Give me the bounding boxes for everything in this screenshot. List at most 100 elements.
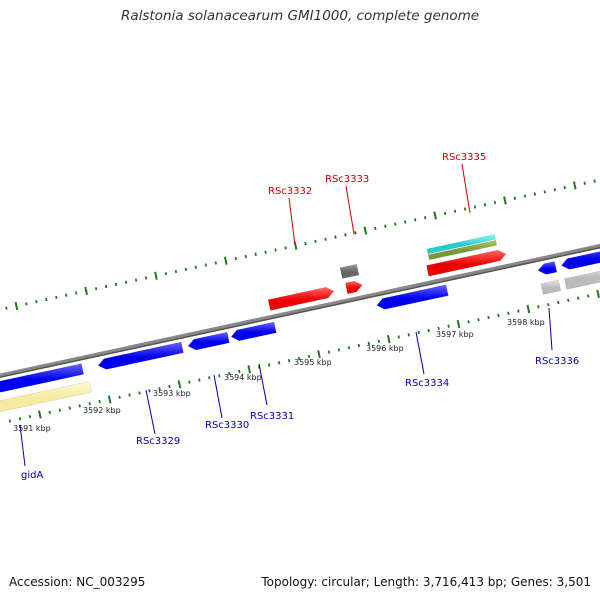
tick-upper	[473, 205, 477, 209]
tick-upper	[553, 188, 556, 192]
kbp-label: 3598 kbp	[507, 318, 545, 327]
tick-lower	[407, 333, 410, 337]
rna-olive-feature	[428, 240, 498, 261]
tick-lower	[297, 356, 301, 361]
tick-lower	[78, 404, 81, 408]
tick-lower	[587, 294, 590, 298]
tick-upper	[513, 196, 517, 200]
tick-upper	[483, 203, 487, 207]
tick-lower	[107, 395, 112, 404]
label-leader	[461, 163, 471, 214]
tick-upper	[334, 235, 337, 239]
tick-lower	[357, 343, 361, 348]
tick-lower	[337, 348, 341, 352]
gene-label-reverse: RSc3331	[250, 411, 294, 422]
gene-label-reverse: RSc3336	[535, 356, 579, 367]
gene-RSc3330	[187, 331, 230, 351]
tick-upper	[324, 237, 327, 241]
tick-upper	[433, 211, 437, 220]
tick-upper	[572, 181, 577, 190]
gene-RSc3334	[376, 284, 449, 310]
tick-upper	[164, 271, 168, 276]
genome-stats-text: Topology: circular; Length: 3,716,413 bp…	[261, 575, 591, 589]
gene-other-forward	[339, 263, 360, 279]
tick-upper	[75, 291, 78, 295]
tick-lower	[88, 402, 91, 406]
tick-upper	[543, 190, 546, 194]
tick-lower	[148, 389, 151, 393]
kbp-label: 3594 kbp	[224, 373, 262, 382]
tick-lower	[437, 326, 440, 331]
tick-upper	[223, 256, 228, 265]
tick-lower	[8, 419, 12, 423]
tick-lower	[168, 384, 171, 389]
label-leader	[145, 389, 156, 435]
tick-upper	[424, 216, 427, 220]
tick-lower	[68, 406, 71, 410]
gene-RSc3332	[267, 286, 335, 311]
tick-upper	[244, 254, 247, 259]
tick-lower	[557, 300, 560, 305]
tick-upper	[363, 226, 368, 235]
tick-lower	[158, 387, 161, 391]
tick-lower	[38, 410, 42, 419]
tick-lower	[218, 374, 221, 378]
tick-lower	[447, 324, 450, 328]
tick-upper	[154, 271, 158, 280]
tick-upper	[65, 293, 68, 297]
tick-lower	[537, 305, 540, 309]
yellow-feature	[0, 381, 92, 413]
tick-upper	[25, 302, 28, 306]
tick-lower	[18, 417, 22, 421]
tick-upper	[533, 192, 537, 196]
gene-label-reverse: RSc3329	[136, 436, 180, 447]
accession-text: Accession: NC_003295	[9, 575, 146, 589]
tick-lower	[58, 408, 61, 412]
gene-label-forward: RSc3332	[268, 186, 312, 197]
gene-RSc3333	[345, 280, 363, 295]
tick-upper	[234, 256, 237, 261]
gene-RSc3331	[230, 321, 277, 341]
tick-upper	[204, 263, 207, 267]
gene-label-reverse: gidA	[21, 470, 43, 481]
label-leader	[415, 331, 425, 375]
tick-upper	[583, 181, 586, 185]
tick-upper	[144, 276, 148, 280]
tick-lower	[517, 309, 520, 313]
tick-upper	[284, 246, 287, 250]
tick-lower	[567, 298, 570, 303]
gene-RSc3335	[426, 249, 507, 277]
tick-lower	[208, 376, 211, 380]
tick-upper	[14, 301, 19, 311]
tick-lower	[228, 371, 231, 376]
tick-upper	[503, 196, 507, 205]
tick-lower	[277, 361, 281, 365]
cds-other	[540, 279, 562, 295]
tick-upper	[94, 287, 98, 291]
tick-upper	[104, 284, 108, 289]
tick-upper	[354, 231, 357, 235]
tick-lower	[347, 346, 351, 350]
tick-upper	[443, 211, 447, 215]
tick-lower	[596, 289, 600, 299]
label-leader	[258, 363, 268, 406]
cds-other-right	[564, 270, 600, 290]
tick-lower	[547, 303, 550, 307]
tick-upper	[214, 261, 217, 265]
kbp-label: 3591 kbp	[13, 424, 51, 433]
tick-lower	[477, 318, 480, 322]
tick-upper	[523, 194, 527, 198]
tick-upper	[45, 297, 48, 302]
rna-cyan-feature	[426, 234, 496, 255]
tick-upper	[404, 220, 407, 224]
map-title: Ralstonia solanacearum GMI1000, complete…	[120, 8, 480, 24]
tick-lower	[377, 339, 380, 343]
gene-RSc3336	[537, 261, 558, 275]
tick-lower	[128, 393, 131, 397]
tick-lower	[526, 304, 531, 314]
tick-upper	[264, 250, 267, 254]
label-leader	[288, 197, 296, 246]
tick-upper	[453, 209, 457, 213]
tick-lower	[467, 320, 470, 324]
